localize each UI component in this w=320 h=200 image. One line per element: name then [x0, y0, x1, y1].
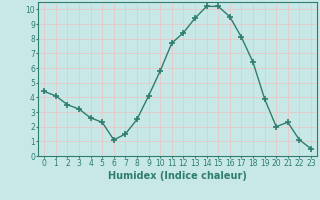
X-axis label: Humidex (Indice chaleur): Humidex (Indice chaleur)	[108, 171, 247, 181]
